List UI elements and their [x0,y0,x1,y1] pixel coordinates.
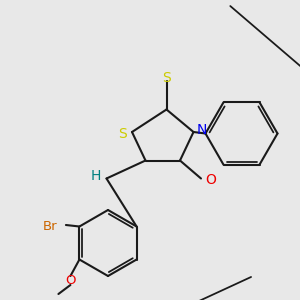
Text: Br: Br [42,220,57,233]
Text: O: O [65,274,76,287]
Text: S: S [118,127,127,140]
Text: H: H [91,169,101,182]
Text: S: S [162,71,171,85]
Text: O: O [206,173,216,187]
Text: N: N [196,123,207,137]
